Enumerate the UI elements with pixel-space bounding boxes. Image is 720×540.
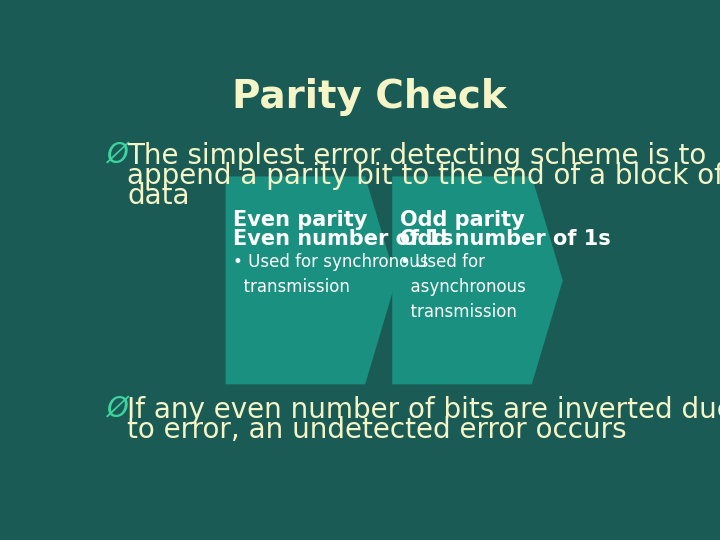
Text: append a parity bit to the end of a block of: append a parity bit to the end of a bloc… (127, 162, 720, 190)
Text: Even number of 1s: Even number of 1s (233, 229, 454, 249)
Text: • Used for synchronous
  transmission: • Used for synchronous transmission (233, 253, 429, 296)
Text: Even parity: Even parity (233, 210, 368, 230)
Polygon shape (225, 177, 396, 384)
Text: The simplest error detecting scheme is to: The simplest error detecting scheme is t… (127, 142, 706, 170)
Text: data: data (127, 182, 189, 210)
Text: Parity Check: Parity Check (232, 78, 506, 116)
Text: Ø: Ø (107, 396, 129, 424)
Text: If any even number of bits are inverted due: If any even number of bits are inverted … (127, 396, 720, 424)
Text: • Used for
  asynchronous
  transmission: • Used for asynchronous transmission (400, 253, 526, 321)
Text: Ø: Ø (107, 142, 129, 170)
Text: to error, an undetected error occurs: to error, an undetected error occurs (127, 416, 627, 444)
Polygon shape (392, 177, 563, 384)
Text: Odd parity: Odd parity (400, 210, 525, 230)
Text: Odd number of 1s: Odd number of 1s (400, 229, 611, 249)
